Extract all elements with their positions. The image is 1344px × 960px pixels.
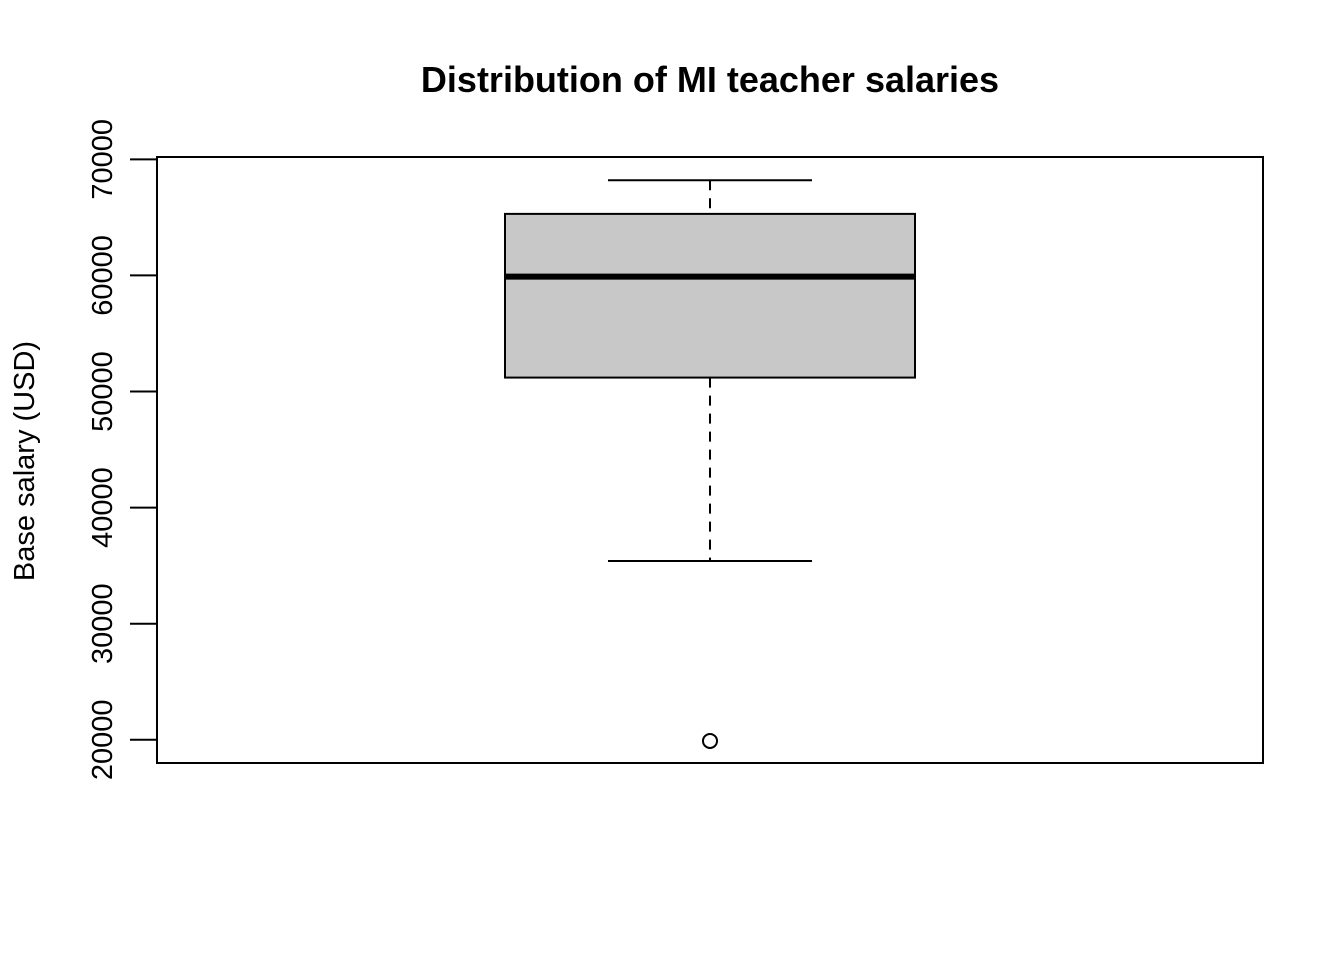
chart-title: Distribution of MI teacher salaries bbox=[421, 59, 999, 100]
outlier-point-0 bbox=[702, 732, 718, 749]
y-axis: 20000 30000 40000 50000 60000 70000 bbox=[87, 119, 158, 780]
y-axis-label: Base salary (USD) bbox=[9, 341, 41, 581]
y-tick-label-70000: 70000 bbox=[87, 119, 119, 200]
y-tick-label-60000: 60000 bbox=[87, 235, 119, 316]
y-tick-label-20000: 20000 bbox=[87, 699, 119, 780]
y-tick-label-40000: 40000 bbox=[87, 467, 119, 548]
y-tick-label-30000: 30000 bbox=[87, 583, 119, 664]
y-tick-label-50000: 50000 bbox=[87, 351, 119, 432]
iqr-box bbox=[504, 212, 916, 379]
box-group bbox=[504, 179, 916, 749]
